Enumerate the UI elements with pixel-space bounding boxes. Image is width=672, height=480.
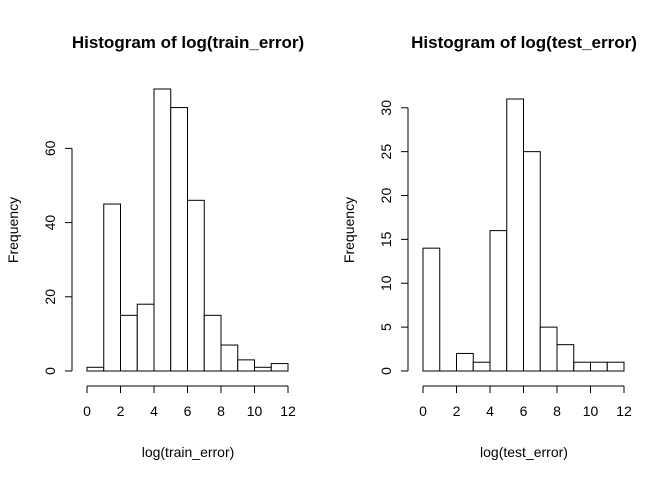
train-bars [86,88,289,372]
train-x-tick-label: 12 [280,403,296,419]
test-y-tick-label: 30 [378,100,394,116]
train-x-tick-label: 0 [83,403,91,419]
train-x-axis-title: log(train_error) [142,444,235,460]
train-axes: 0 2 4 6 8 10 12 0 20 40 60 [42,140,296,419]
test-y-tick-label: 25 [378,144,394,160]
test-histogram-bar [539,326,558,372]
test-histogram-bar [472,361,491,372]
test-histogram-bar [556,344,575,372]
train-histogram-bar [136,303,155,372]
train-y-tick-label: 40 [42,215,58,231]
train-x-tick-label: 6 [184,403,192,419]
train-histogram-bar [86,366,105,372]
test-x-tick-label: 10 [583,403,599,419]
test-histogram-title: Histogram of log(test_error) [411,33,637,52]
train-histogram-title: Histogram of log(train_error) [72,33,304,52]
train-x-tick-label: 8 [217,403,225,419]
train-histogram-bar [203,314,222,372]
train-histogram-bar [270,363,289,372]
test-histogram-bar [573,361,591,372]
train-histogram-bar [220,344,239,372]
train-x-tick-label: 2 [117,403,125,419]
test-x-axis-title: log(test_error) [480,444,568,460]
train-y-tick-label: 0 [42,367,58,375]
train-histogram-bar [120,314,138,372]
test-histogram-bar [422,247,441,372]
test-x-tick-label: 4 [486,403,494,419]
test-x-tick-label: 8 [553,403,561,419]
train-histogram-bar [254,366,272,372]
test-y-tick-label: 5 [378,323,394,331]
test-x-tick-label: 2 [453,403,461,419]
train-error-histogram-panel: Histogram of log(train_error) log(train_… [5,33,304,460]
test-histogram-bar [489,230,508,372]
train-y-tick-label: 60 [42,140,58,156]
test-y-tick-label: 20 [378,188,394,204]
train-histogram-bar [153,88,172,372]
train-x-tick-label: 10 [247,403,263,419]
train-histogram-bar [103,203,121,372]
test-y-tick-label: 10 [378,275,394,291]
test-y-tick-label: 15 [378,231,394,247]
train-histogram-bar [237,359,255,372]
test-histogram-bar [590,361,608,372]
test-histogram-bar [523,151,541,372]
train-y-axis-title: Frequency [5,197,21,263]
test-histogram-bar [506,98,524,372]
test-histogram-bar [606,361,625,372]
train-histogram-bar [170,107,188,372]
test-x-tick-label: 6 [520,403,528,419]
test-histogram-bar [456,352,474,372]
test-y-tick-label: 0 [378,367,394,375]
train-histogram-bar [187,199,205,372]
test-x-tick-label: 0 [419,403,427,419]
test-x-tick-label: 12 [616,403,632,419]
test-y-axis-title: Frequency [341,197,357,263]
test-axes: 0 2 4 6 8 10 12 0 5 10 15 20 25 30 [378,100,632,419]
train-x-tick-label: 4 [150,403,158,419]
test-bars [422,98,625,372]
train-y-tick-label: 20 [42,289,58,305]
test-error-histogram-panel: Histogram of log(test_error) log(test_er… [341,33,637,460]
